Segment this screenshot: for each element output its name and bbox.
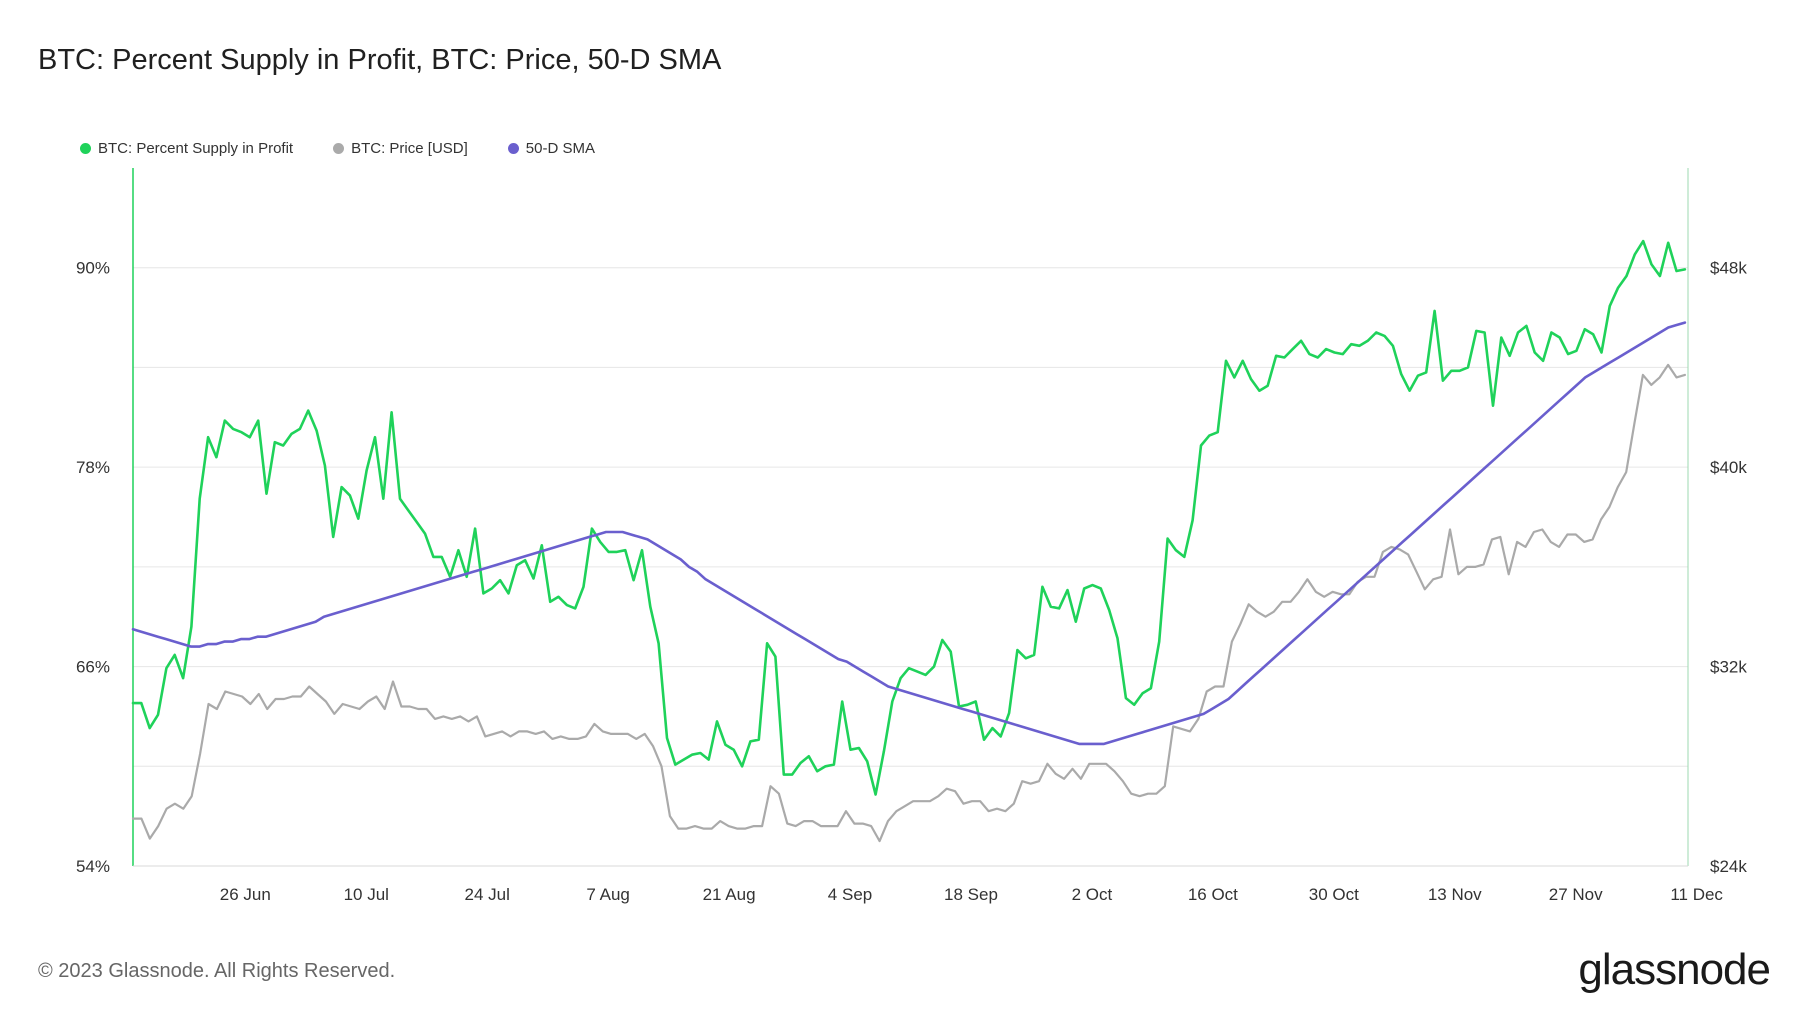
x-tick-label: 11 Dec <box>1670 885 1723 904</box>
x-tick-label: 21 Aug <box>703 885 756 904</box>
legend-dot-price <box>333 143 345 154</box>
y-right-tick-label: $40k <box>1710 458 1747 477</box>
legend-label-sma: 50-D SMA <box>525 140 595 157</box>
legend-label-price: BTC: Price [USD] <box>351 140 468 157</box>
series-line-price <box>131 363 1687 843</box>
y-left-tick-label: 66% <box>76 658 110 677</box>
series-line-sma <box>131 321 1687 746</box>
y-right-tick-label: $48k <box>1710 259 1747 278</box>
x-tick-label: 18 Sep <box>944 885 998 904</box>
series-line-supply <box>131 239 1687 796</box>
x-tick-label: 16 Oct <box>1188 885 1238 904</box>
legend-item-supply[interactable]: BTC: Percent Supply in Profit <box>80 140 293 157</box>
x-tick-label: 24 Jul <box>465 885 510 904</box>
copyright-footer: © 2023 Glassnode. All Rights Reserved. <box>38 960 396 982</box>
y-left-tick-label: 78% <box>76 458 110 477</box>
x-tick-label: 7 Aug <box>586 885 630 904</box>
legend: BTC: Percent Supply in Profit BTC: Price… <box>80 140 595 157</box>
x-tick-label: 26 Jun <box>220 885 271 904</box>
x-tick-label: 10 Jul <box>344 885 389 904</box>
x-tick-label: 4 Sep <box>828 885 872 904</box>
legend-dot-sma <box>507 143 519 154</box>
y-right-tick-label: $32k <box>1710 658 1747 677</box>
x-tick-label: 2 Oct <box>1072 885 1113 904</box>
glassnode-logo: glassnode <box>1578 945 1771 994</box>
x-tick-label: 30 Oct <box>1309 885 1359 904</box>
chart-title: BTC: Percent Supply in Profit, BTC: Pric… <box>38 44 722 76</box>
legend-label-supply: BTC: Percent Supply in Profit <box>98 140 294 157</box>
legend-item-sma[interactable]: 50-D SMA <box>507 140 595 157</box>
y-left-tick-label: 90% <box>76 259 110 278</box>
x-tick-label: 27 Nov <box>1549 885 1603 904</box>
x-tick-label: 13 Nov <box>1428 885 1482 904</box>
y-left-tick-label: 54% <box>76 857 110 876</box>
legend-dot-supply <box>80 143 91 154</box>
legend-item-price[interactable]: BTC: Price [USD] <box>333 140 468 157</box>
y-right-tick-label: $24k <box>1710 857 1747 876</box>
